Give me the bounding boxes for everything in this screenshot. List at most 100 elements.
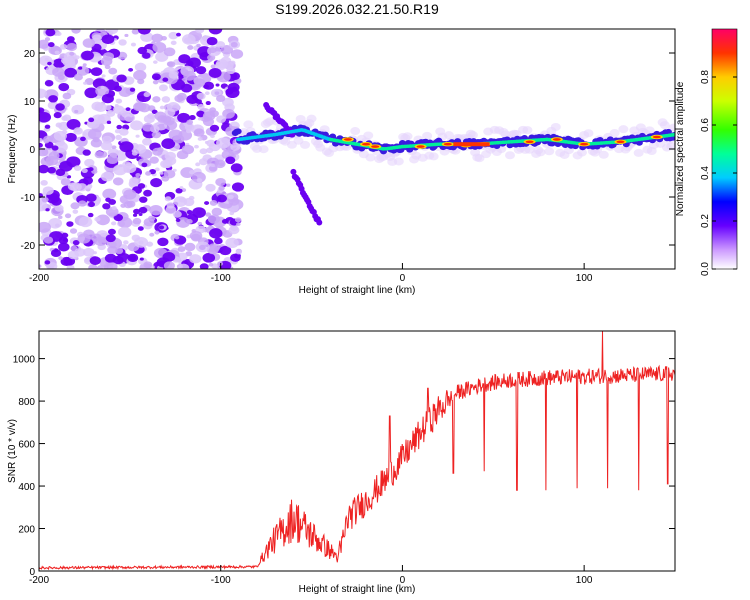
noise-blob <box>82 38 96 48</box>
trace-halo <box>365 153 376 162</box>
trace-peak <box>416 145 425 148</box>
noise-blob <box>159 171 164 175</box>
noise-blob <box>161 96 171 103</box>
noise-blob <box>163 47 176 57</box>
noise-blob <box>107 228 116 235</box>
noise-blob <box>64 213 72 219</box>
noise-blob <box>175 218 181 223</box>
noise-blob <box>123 189 137 200</box>
noise-blob <box>154 167 160 172</box>
trace-halo <box>319 125 330 134</box>
trace-halo <box>633 148 644 157</box>
noise-blob <box>78 216 93 228</box>
noise-blob <box>163 169 176 179</box>
noise-blob <box>112 164 127 176</box>
noise-blob <box>228 197 240 206</box>
noise-blob <box>62 92 72 100</box>
noise-blob <box>69 228 78 234</box>
x-tick-label: -100 <box>211 575 231 586</box>
snr-plot-area <box>39 331 675 571</box>
trace-halo <box>609 128 620 137</box>
noise-blob <box>172 210 182 218</box>
noise-blob <box>62 129 68 134</box>
noise-blob <box>71 29 81 34</box>
noise-blob <box>142 138 152 146</box>
noise-blob <box>208 47 217 54</box>
trace-halo <box>505 151 516 160</box>
noise-blob <box>208 262 214 267</box>
y-tick-label: 200 <box>18 525 35 536</box>
noise-blob <box>191 171 206 183</box>
noise-blob <box>159 105 165 110</box>
noise-blob <box>101 34 115 45</box>
noise-blob <box>112 255 124 265</box>
noise-blob <box>135 172 141 178</box>
x-axis-title: Height of straight line (km) <box>299 285 416 296</box>
trace-halo <box>258 145 269 154</box>
noise-blob <box>230 253 241 262</box>
noise-blob <box>196 110 205 118</box>
noise-blob <box>194 144 199 149</box>
noise-blob <box>173 196 188 207</box>
noise-blob <box>100 171 114 182</box>
noise-blob <box>94 53 101 58</box>
trace-halo <box>644 126 655 135</box>
noise-blob <box>204 91 210 96</box>
x-tick-label: -200 <box>29 273 49 284</box>
noise-blob <box>137 29 151 35</box>
noise-blob <box>88 117 95 123</box>
trace-halo <box>300 140 311 149</box>
x-tick-label: -100 <box>211 273 231 284</box>
trace-peak <box>525 140 534 144</box>
noise-blob <box>196 92 206 100</box>
noise-blob <box>39 111 52 123</box>
noise-blob <box>105 29 119 35</box>
noise-blob <box>130 42 137 47</box>
noise-blob <box>133 70 147 81</box>
noise-blob <box>116 124 123 130</box>
noise-blob <box>214 237 223 245</box>
noise-blob <box>100 85 105 90</box>
noise-blob <box>225 237 239 249</box>
noise-blob <box>227 194 234 200</box>
noise-blob <box>111 221 117 226</box>
noise-blob <box>152 96 161 103</box>
trace-halo <box>350 127 361 136</box>
noise-blob <box>128 67 134 72</box>
noise-blob <box>135 134 140 138</box>
noise-blob <box>149 156 159 164</box>
noise-blob <box>151 41 156 45</box>
noise-blob <box>74 109 79 114</box>
noise-blob <box>107 110 112 114</box>
noise-blob <box>150 177 163 188</box>
noise-blob <box>219 245 232 256</box>
noise-blob <box>205 212 212 217</box>
noise-blob <box>211 207 223 216</box>
noise-blob <box>207 214 221 224</box>
noise-blob <box>168 71 179 79</box>
noise-blob <box>176 32 181 37</box>
noise-blob <box>195 66 207 75</box>
noise-blob <box>157 147 164 153</box>
noise-blob <box>206 37 218 46</box>
noise-blob <box>152 41 167 53</box>
noise-blob <box>209 228 223 239</box>
noise-blob <box>58 236 69 245</box>
trace-halo <box>243 120 254 129</box>
noise-blob <box>205 101 211 106</box>
noise-blob <box>143 261 153 269</box>
noise-blob <box>202 252 216 263</box>
noise-blob <box>58 82 70 92</box>
y-tick-label: 0 <box>29 145 35 156</box>
noise-blob <box>44 260 51 265</box>
noise-blob <box>178 54 191 64</box>
noise-blob <box>194 78 206 87</box>
noise-blob <box>143 189 152 197</box>
noise-blob <box>183 70 196 81</box>
noise-blob <box>157 237 169 247</box>
noise-blob <box>83 81 88 85</box>
noise-blob <box>132 213 138 217</box>
noise-blob <box>107 245 118 255</box>
noise-blob <box>149 232 155 237</box>
noise-blob <box>40 179 48 186</box>
